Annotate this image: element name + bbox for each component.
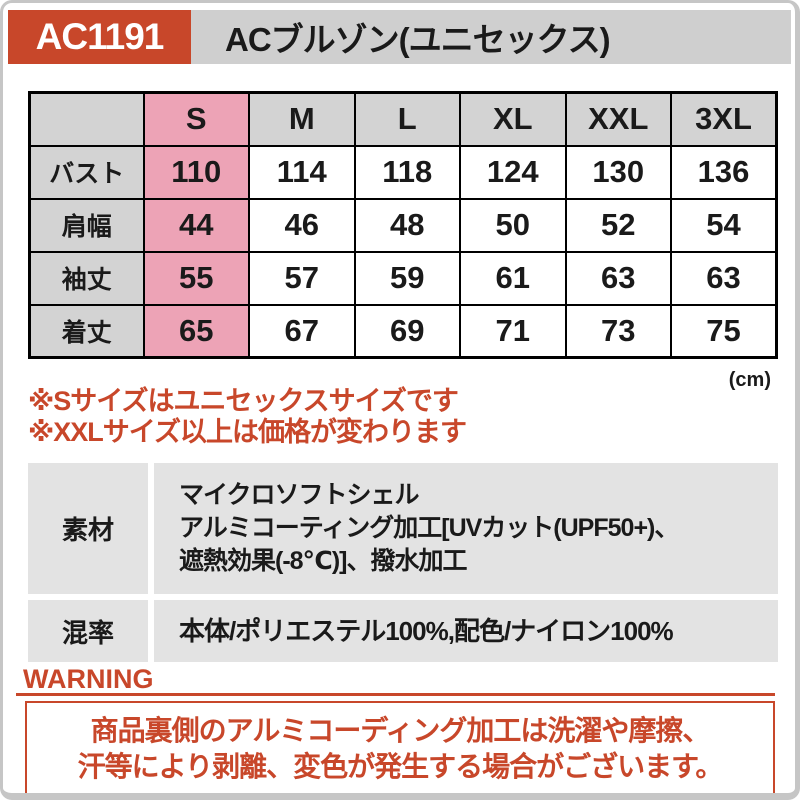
sleeve-3xl: 63 bbox=[670, 250, 778, 306]
product-code: AC1191 bbox=[35, 16, 165, 57]
note-unisex-size: ※Sサイズはユニセックスサイズです bbox=[28, 386, 459, 416]
size-col-xl: XL bbox=[459, 91, 567, 147]
shoulder-l: 48 bbox=[353, 197, 461, 253]
warning-line-2: 汗等により剥離、変色が発生する場合がございます。 bbox=[77, 751, 724, 782]
shoulder-m: 46 bbox=[248, 197, 356, 253]
size-col-xxl: XXL bbox=[564, 91, 672, 147]
length-3xl: 75 bbox=[670, 303, 778, 359]
length-l: 69 bbox=[353, 303, 461, 359]
material-line-3: 遮熱効果(-8℃)]、撥水加工 bbox=[179, 547, 467, 575]
notes: ※Sサイズはユニセックスサイズです ※XXLサイズ以上は価格が変わります bbox=[28, 386, 467, 448]
table-row-shoulder: 肩幅 44 46 48 50 52 54 bbox=[28, 197, 778, 253]
bust-s: 110 bbox=[142, 144, 250, 200]
table-row-length: 着丈 65 67 69 71 73 75 bbox=[28, 303, 778, 359]
bust-l: 118 bbox=[353, 144, 461, 200]
size-table: S M L XL XXL 3XL バスト 110 114 118 124 130… bbox=[28, 91, 778, 359]
bust-m: 114 bbox=[248, 144, 356, 200]
size-table-header-row: S M L XL XXL 3XL bbox=[28, 91, 778, 147]
spec-table: 素材 マイクロソフトシェル アルミコーティング加工[UVカット(UPF50+)、… bbox=[28, 463, 778, 662]
spec-value-material: マイクロソフトシェル アルミコーティング加工[UVカット(UPF50+)、 遮熱… bbox=[154, 463, 778, 594]
sleeve-m: 57 bbox=[248, 250, 356, 306]
size-col-s: S bbox=[142, 91, 250, 147]
warning-title: WARNING bbox=[23, 664, 154, 694]
row-label-bust: バスト bbox=[28, 144, 145, 200]
sleeve-xl: 61 bbox=[459, 250, 567, 306]
shoulder-3xl: 54 bbox=[670, 197, 778, 253]
length-xxl: 73 bbox=[564, 303, 672, 359]
warning-section: WARNING 商品裏側のアルミコーディング加工は洗濯や摩擦、 汗等により剥離、… bbox=[16, 664, 775, 793]
row-label-length: 着丈 bbox=[28, 303, 145, 359]
material-line-1: マイクロソフトシェル bbox=[179, 481, 420, 509]
title-bar: ACブルゾン(ユニセックス) bbox=[191, 10, 791, 64]
composition-line: 本体/ポリエステル100%,配色/ナイロン100% bbox=[179, 615, 674, 646]
shoulder-xl: 50 bbox=[459, 197, 567, 253]
length-xl: 71 bbox=[459, 303, 567, 359]
row-label-shoulder: 肩幅 bbox=[28, 197, 145, 253]
product-name: ACブルゾン(ユニセックス) bbox=[225, 21, 611, 58]
shoulder-s: 44 bbox=[142, 197, 250, 253]
warning-box: 商品裏側のアルミコーディング加工は洗濯や摩擦、 汗等により剥離、変色が発生する場… bbox=[25, 701, 775, 793]
material-line-2: アルミコーティング加工[UVカット(UPF50+)、 bbox=[179, 514, 679, 542]
warning-underline bbox=[16, 693, 775, 696]
length-m: 67 bbox=[248, 303, 356, 359]
sleeve-l: 59 bbox=[353, 250, 461, 306]
bust-xl: 124 bbox=[459, 144, 567, 200]
table-row-sleeve: 袖丈 55 57 59 61 63 63 bbox=[28, 250, 778, 306]
sleeve-xxl: 63 bbox=[564, 250, 672, 306]
spec-label-composition: 混率 bbox=[28, 600, 148, 662]
spec-label-material: 素材 bbox=[28, 463, 148, 594]
size-col-m: M bbox=[248, 91, 356, 147]
header: AC1191 ACブルゾン(ユニセックス) bbox=[8, 10, 791, 64]
shoulder-xxl: 52 bbox=[564, 197, 672, 253]
unit-note: (cm) bbox=[728, 369, 771, 391]
bust-3xl: 136 bbox=[670, 144, 778, 200]
spec-value-composition: 本体/ポリエステル100%,配色/ナイロン100% bbox=[154, 600, 778, 662]
size-col-3xl: 3XL bbox=[670, 91, 778, 147]
size-table-corner-cell bbox=[28, 91, 145, 147]
sleeve-s: 55 bbox=[142, 250, 250, 306]
note-price-change: ※XXLサイズ以上は価格が変わります bbox=[28, 417, 467, 447]
size-col-l: L bbox=[353, 91, 461, 147]
table-row-bust: バスト 110 114 118 124 130 136 bbox=[28, 144, 778, 200]
bust-xxl: 130 bbox=[564, 144, 672, 200]
length-s: 65 bbox=[142, 303, 250, 359]
warning-line-1: 商品裏側のアルミコーディング加工は洗濯や摩擦、 bbox=[90, 715, 711, 746]
row-label-sleeve: 袖丈 bbox=[28, 250, 145, 306]
product-code-badge: AC1191 bbox=[8, 10, 191, 64]
